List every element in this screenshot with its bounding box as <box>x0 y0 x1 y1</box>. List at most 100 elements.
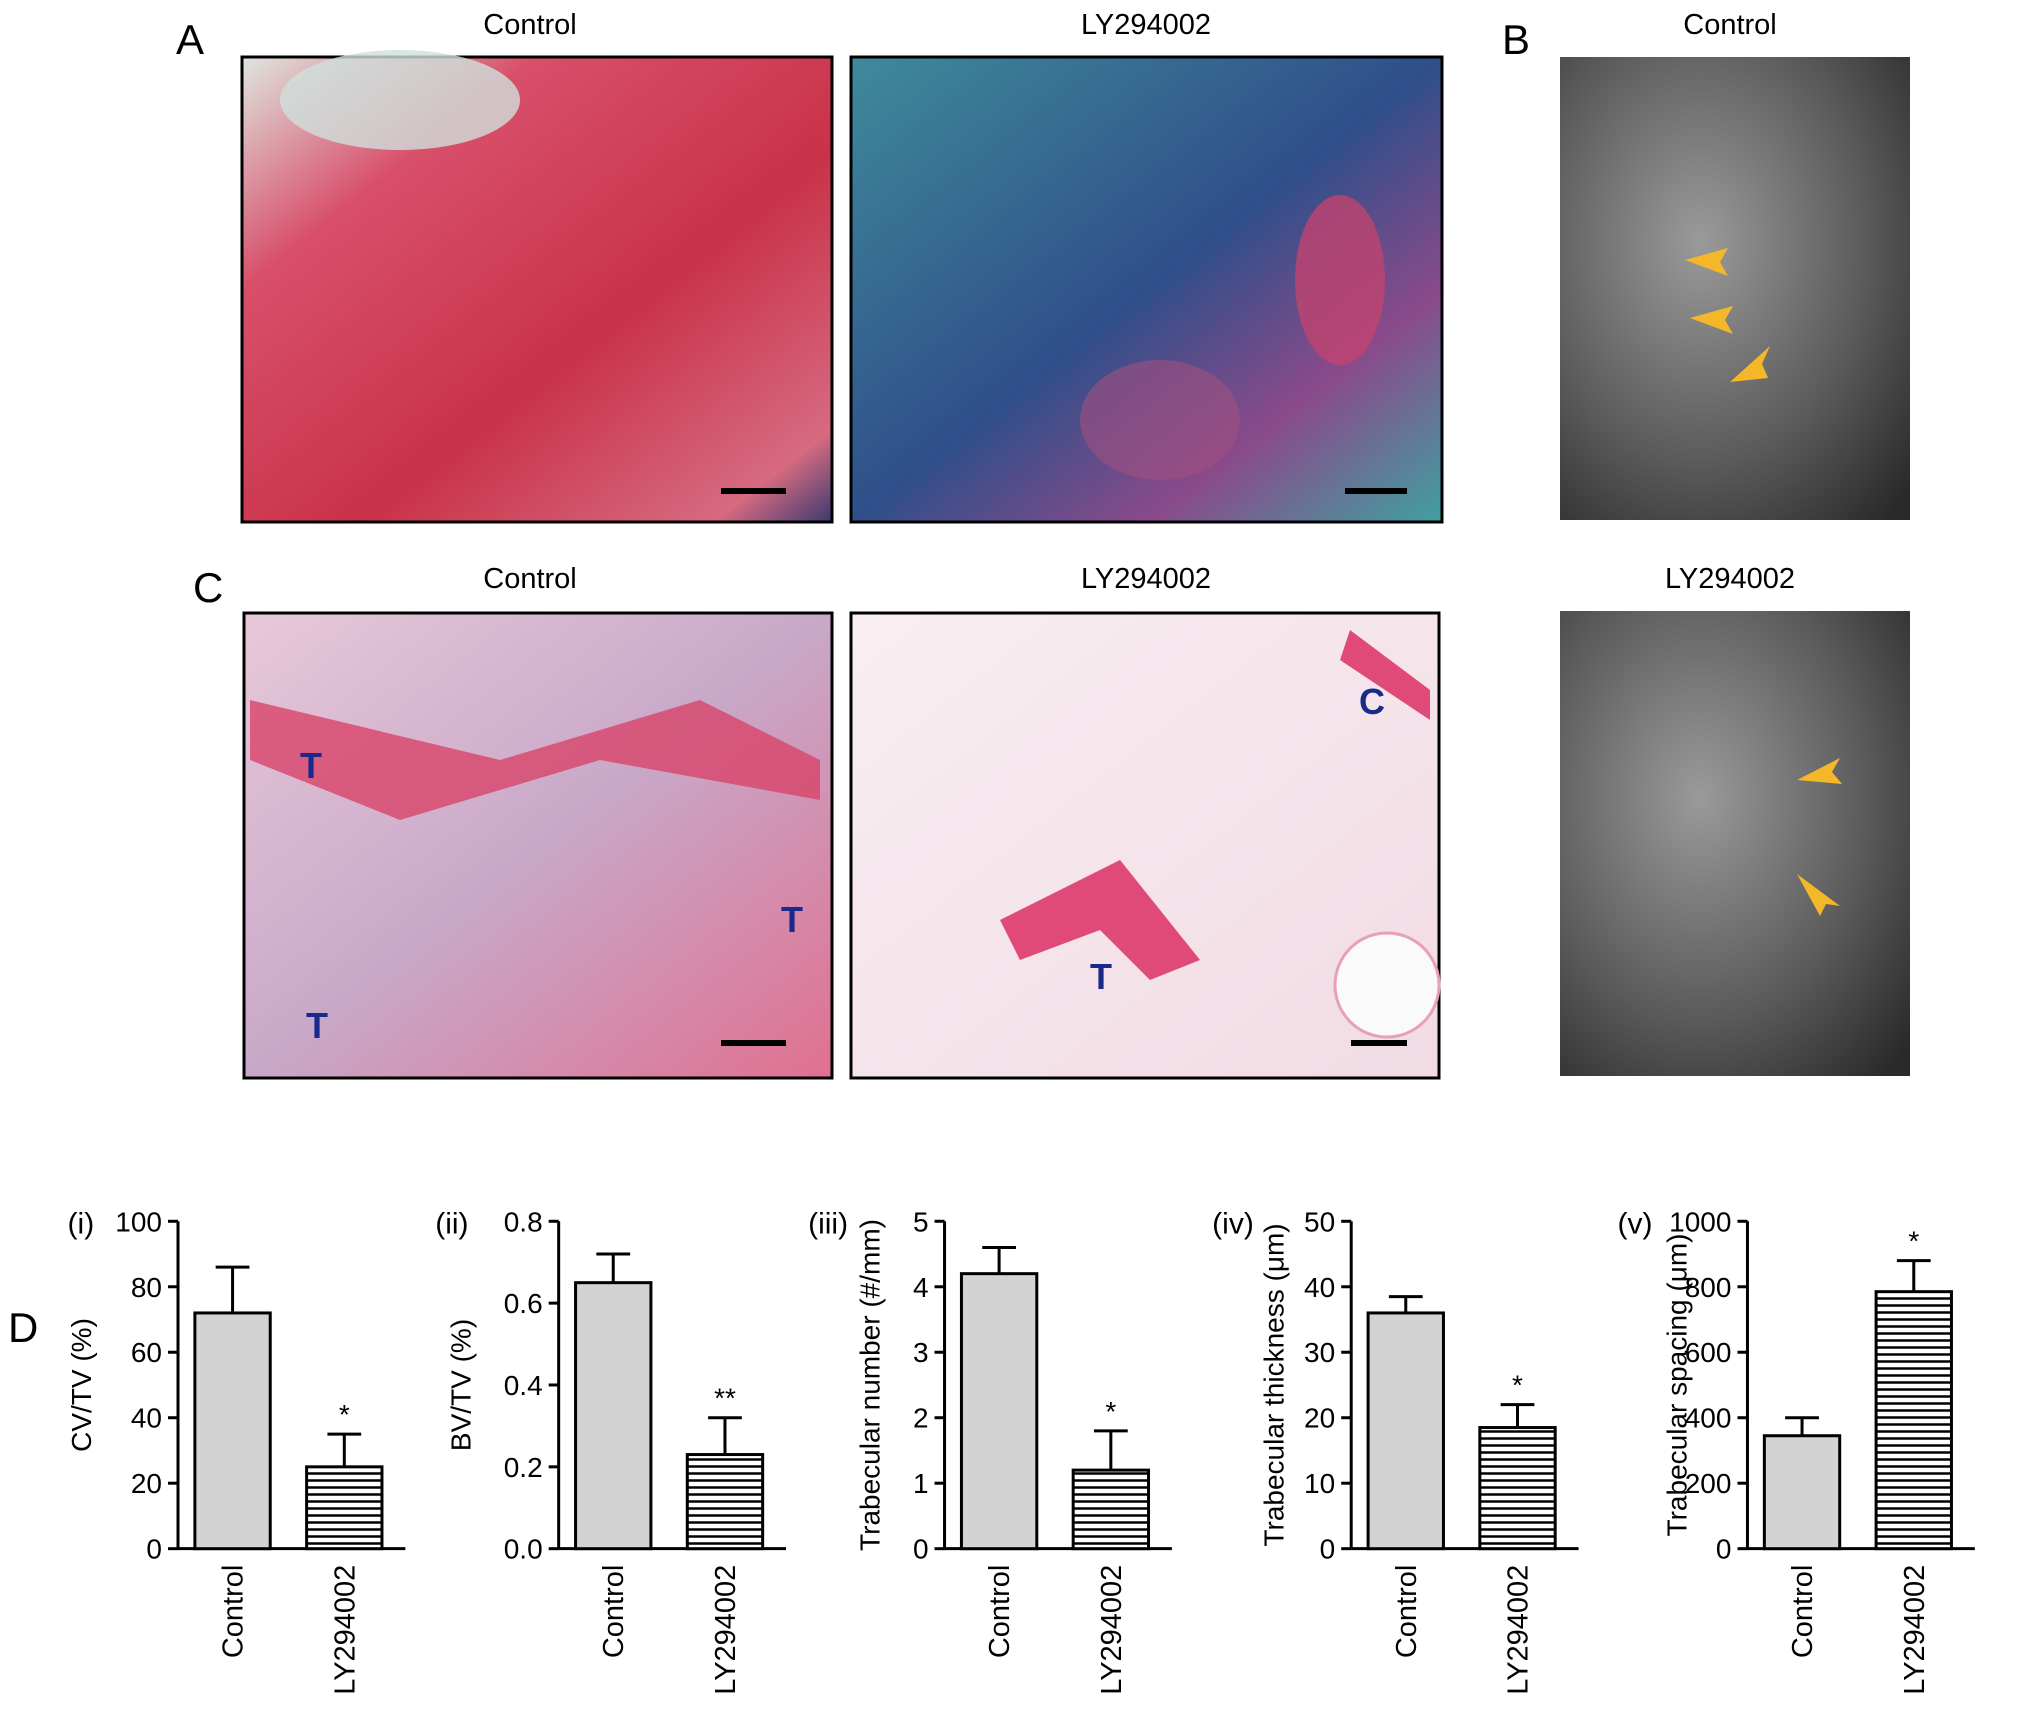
y-tick-label: 20 <box>131 1468 162 1499</box>
y-tick-label: 0.6 <box>504 1288 543 1319</box>
image-texture <box>1080 360 1240 480</box>
chart-sublabel: (iii) <box>808 1207 848 1240</box>
y-axis-label: BV/TV (%) <box>445 1319 476 1451</box>
error-bar <box>215 1265 250 1313</box>
y-tick-label: 4 <box>913 1272 929 1303</box>
y-tick-label: 100 <box>115 1206 162 1237</box>
significance: * <box>1908 1226 1919 1257</box>
error-bar <box>327 1432 362 1467</box>
error-bar <box>708 1416 742 1455</box>
y-tick-label: 40 <box>1304 1272 1335 1303</box>
y-tick-label: 20 <box>1304 1403 1335 1434</box>
y-tick-label: 0.2 <box>504 1452 543 1483</box>
x-tick-label: Control <box>984 1565 1016 1659</box>
y-tick-label: 80 <box>131 1272 162 1303</box>
chart-sublabel: (ii) <box>435 1207 468 1240</box>
y-tick-label: 0.8 <box>504 1206 543 1237</box>
error-bar <box>1093 1429 1128 1471</box>
chart-sublabel: (i) <box>68 1207 95 1240</box>
bar <box>1478 1426 1557 1551</box>
image-title: Control <box>1683 9 1777 41</box>
region-label: T <box>1090 956 1112 997</box>
x-tick-label: LY294002 <box>329 1565 361 1695</box>
panel-label: A <box>176 16 204 63</box>
y-axis-label: Trabecular spacing (μm) <box>1661 1233 1692 1536</box>
scale-bar <box>721 488 786 494</box>
arrowhead <box>1690 306 1733 334</box>
y-tick-label: 0.0 <box>504 1534 543 1565</box>
x-tick-label: LY294002 <box>1899 1565 1931 1695</box>
scale-bar <box>1345 488 1407 494</box>
image-title: LY294002 <box>1081 9 1211 41</box>
y-tick-label: 1 <box>913 1468 929 1499</box>
y-tick-label: 400 <box>1685 1403 1732 1434</box>
image-title: Control <box>483 9 577 41</box>
bar <box>1762 1434 1842 1551</box>
image-texture <box>1333 931 1441 1039</box>
x-tick-label: Control <box>1391 1565 1423 1659</box>
xray-image <box>1560 611 1910 1076</box>
bar <box>685 1453 765 1551</box>
error-bar <box>596 1252 631 1283</box>
y-tick-label: 50 <box>1304 1206 1335 1237</box>
y-tick-label: 600 <box>1685 1337 1732 1368</box>
error-bar <box>1785 1416 1819 1436</box>
scale-bar <box>721 1040 786 1046</box>
error-bar <box>982 1245 1016 1274</box>
y-tick-label: 3 <box>913 1337 929 1368</box>
panel-label: D <box>8 1304 38 1351</box>
chart-sublabel: (iv) <box>1212 1207 1254 1240</box>
bar <box>1071 1468 1151 1551</box>
arrowhead <box>1797 758 1842 784</box>
image-texture <box>250 700 820 820</box>
bar <box>193 1311 272 1551</box>
significance: * <box>1512 1370 1523 1401</box>
y-tick-label: 200 <box>1685 1468 1732 1499</box>
image-texture <box>1295 195 1385 365</box>
region-label: T <box>306 1005 328 1046</box>
bar <box>959 1272 1039 1551</box>
region-label: T <box>781 899 803 940</box>
y-tick-label: 1000 <box>1669 1206 1731 1237</box>
xray-image <box>1560 57 1910 520</box>
significance: * <box>1105 1396 1116 1427</box>
error-bar <box>1500 1403 1535 1428</box>
y-tick-label: 0.4 <box>504 1370 543 1401</box>
y-tick-label: 800 <box>1685 1272 1732 1303</box>
y-tick-label: 0 <box>913 1534 929 1565</box>
image-title: LY294002 <box>1081 563 1211 595</box>
arrowhead <box>1730 346 1770 382</box>
region-label: C <box>1359 681 1385 722</box>
y-tick-label: 0 <box>1716 1534 1732 1565</box>
bar <box>1366 1311 1445 1551</box>
histology-image <box>242 611 834 1080</box>
error-bar <box>1896 1259 1931 1292</box>
y-axis-label: CV/TV (%) <box>66 1318 97 1452</box>
y-tick-label: 10 <box>1304 1468 1335 1499</box>
x-tick-label: Control <box>598 1565 630 1659</box>
error-bar <box>1388 1295 1423 1313</box>
x-tick-label: LY294002 <box>1096 1565 1128 1695</box>
y-axis-label: Trabecular number (#/mm) <box>855 1219 886 1551</box>
significance: * <box>339 1399 350 1430</box>
bar <box>1874 1290 1953 1551</box>
image-title: Control <box>483 563 577 595</box>
chart-sublabel: (v) <box>1618 1207 1653 1240</box>
image-texture <box>280 50 520 150</box>
y-axis-label: Trabecular thickness (μm) <box>1259 1223 1290 1546</box>
panel-label: C <box>193 564 223 611</box>
image-texture <box>1000 860 1200 980</box>
y-tick-label: 0 <box>146 1534 162 1565</box>
image-title: LY294002 <box>1665 563 1795 595</box>
y-tick-label: 30 <box>1304 1337 1335 1368</box>
y-tick-label: 40 <box>131 1403 162 1434</box>
x-tick-label: Control <box>1787 1565 1819 1659</box>
y-tick-label: 5 <box>913 1206 929 1237</box>
x-tick-label: LY294002 <box>710 1565 742 1695</box>
y-tick-label: 0 <box>1320 1534 1336 1565</box>
significance: ** <box>714 1383 736 1414</box>
x-tick-label: LY294002 <box>1503 1565 1535 1695</box>
region-label: T <box>300 745 322 786</box>
